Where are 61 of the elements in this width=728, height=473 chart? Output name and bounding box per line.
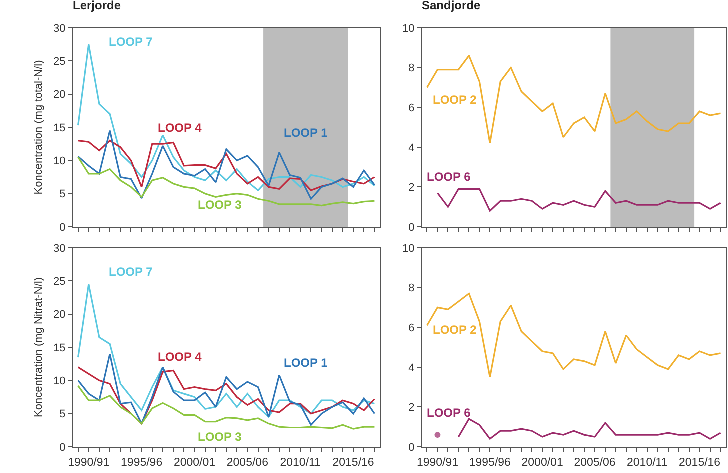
line-series [77,353,376,426]
y-tick-label: 15 [54,122,66,134]
x-tick-label: 1995/96 [121,456,163,469]
x-tick-label: 1990/91 [416,456,459,469]
series-label: LOOP 3 [198,430,242,444]
series-label: LOOP 2 [433,323,478,337]
x-tick-label: 2005/06 [574,456,616,469]
y-tick-label: 8 [408,62,415,75]
y-tick-label: 4 [408,142,415,154]
y-tick-label: 10 [402,22,415,35]
series-label: LOOP 4 [158,350,202,364]
x-tick-label: 2000/01 [174,456,216,469]
y-tick-label: 6 [408,322,415,334]
series-label: LOOP 2 [433,93,478,107]
x-tick-label: 2005/06 [226,456,268,469]
y-tick-label: 0 [408,222,415,234]
line-series [77,140,376,192]
y-tick-label: 5 [60,408,66,421]
x-tick-label: 1990/91 [68,456,110,469]
series-label: LOOP 1 [284,126,328,140]
y-tick-label: 2 [408,402,415,414]
line-series [436,188,722,212]
series-label: LOOP 6 [427,406,472,420]
y-tick-label: 20 [54,309,66,322]
chart-title: Sandjorde [422,0,481,13]
y-tick-label: 0 [60,442,66,454]
y-tick-label: 10 [54,156,66,168]
series-label: LOOP 3 [198,198,242,212]
x-tick-label: 2010/11 [627,456,668,469]
series-label: LOOP 7 [109,265,154,279]
series-label: LOOP 1 [284,356,328,370]
y-tick-label: 2 [408,182,415,194]
y-tick-label: 5 [60,188,66,201]
y-tick-label: 15 [54,342,66,354]
chart-title: Lerjorde [73,0,122,13]
y-tick-label: 25 [54,276,66,288]
y-tick-label: 10 [54,376,66,388]
x-tick-label: 2010/11 [280,456,321,469]
y-axis-title: Koncentration (mg total-N/l) [33,60,46,195]
x-tick-label: 2015/16 [679,456,721,469]
y-tick-label: 20 [54,89,66,102]
y-tick-label: 10 [402,242,415,255]
series-label: LOOP 4 [158,121,202,135]
line-series [426,292,722,378]
y-tick-label: 8 [408,282,415,295]
y-tick-label: 4 [408,362,415,374]
y-tick-label: 30 [54,22,66,35]
line-series [77,284,376,418]
x-tick-label: 2015/16 [332,456,374,469]
line-series [77,385,376,430]
x-tick-label: 2000/01 [522,456,564,469]
y-tick-label: 0 [408,442,415,454]
x-tick-label: 1995/96 [469,456,511,469]
series-label: LOOP 6 [427,170,472,184]
y-tick-label: 0 [60,222,66,234]
y-tick-label: 6 [408,102,415,114]
y-axis-title: Koncentration (mg Nitrat-N/l) [33,278,46,418]
series-label: LOOP 7 [109,35,154,49]
line-series [426,55,722,144]
y-tick-label: 25 [54,56,66,68]
y-tick-label: 30 [54,242,66,255]
